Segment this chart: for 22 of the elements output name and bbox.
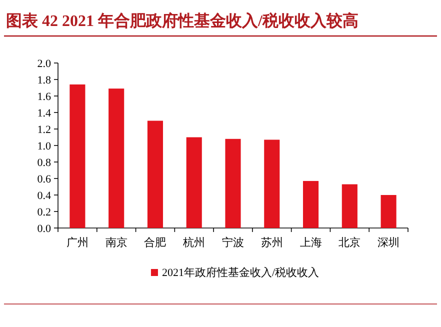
title: 图表 42 2021 年合肥政府性基金收入/税收收入较高 bbox=[6, 13, 358, 30]
x-tick-label: 苏州 bbox=[260, 236, 283, 249]
x-tick-label: 广州 bbox=[66, 236, 88, 249]
y-tick-label: 0.0 bbox=[37, 223, 52, 235]
x-tick-label: 南京 bbox=[105, 236, 128, 249]
y-tick-label: 1.8 bbox=[37, 74, 52, 86]
y-tick-label: 0.4 bbox=[37, 190, 52, 202]
y-tick-label: 2.0 bbox=[37, 58, 52, 70]
y-tick-label: 1.2 bbox=[37, 124, 51, 136]
y-tick-label: 0.8 bbox=[37, 157, 52, 169]
y-tick-label: 1.6 bbox=[37, 91, 52, 103]
x-tick-label: 宁波 bbox=[222, 236, 244, 249]
y-tick-label: 0.2 bbox=[37, 206, 51, 218]
y-tick-label: 0.6 bbox=[37, 174, 52, 186]
x-tick-label: 上海 bbox=[300, 236, 322, 249]
x-tick-label: 杭州 bbox=[182, 236, 206, 249]
y-tick-label: 1.4 bbox=[37, 108, 52, 120]
x-tick-label: 合肥 bbox=[144, 236, 166, 249]
y-tick-label: 1.0 bbox=[37, 140, 52, 152]
x-tick-label: 深圳 bbox=[378, 236, 400, 249]
x-tick-label: 北京 bbox=[338, 236, 361, 249]
legend: 2021年政府性基金收入/税收收入 bbox=[150, 267, 320, 279]
